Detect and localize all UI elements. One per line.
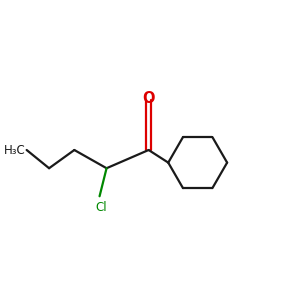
Text: H₃C: H₃C xyxy=(4,143,25,157)
Text: Cl: Cl xyxy=(95,201,107,214)
Text: O: O xyxy=(142,91,155,106)
